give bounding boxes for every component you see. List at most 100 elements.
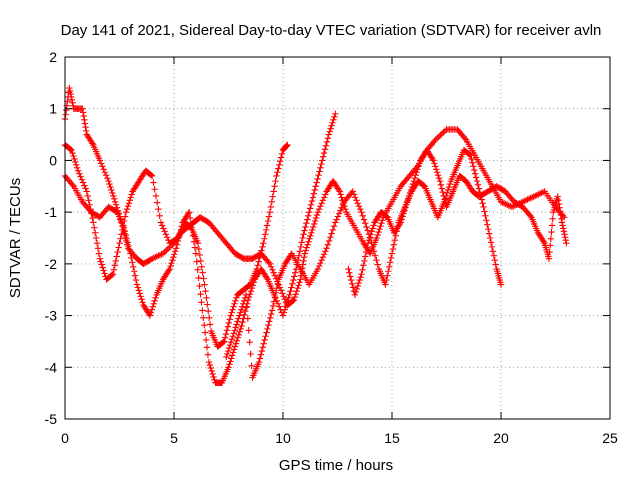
data-point (113, 253, 120, 260)
data-point (115, 244, 122, 251)
data-point (439, 188, 446, 196)
data-point (359, 212, 366, 220)
x-tick-label: 5 (170, 430, 178, 446)
data-point (157, 219, 165, 226)
data-point (336, 188, 343, 195)
data-point (310, 223, 317, 231)
data-point (82, 185, 89, 192)
data-point (415, 163, 422, 170)
data-point (248, 285, 256, 292)
data-point (466, 151, 473, 158)
data-point (135, 287, 143, 294)
data-point (224, 350, 231, 358)
data-point (350, 191, 358, 198)
data-point (554, 193, 561, 200)
data-point (139, 299, 146, 306)
data-point (223, 353, 230, 361)
data-point (385, 263, 393, 271)
data-point (93, 239, 101, 247)
data-point (299, 234, 306, 242)
data-point (305, 212, 312, 220)
data-point (111, 195, 118, 203)
data-point (323, 138, 331, 146)
data-point (320, 149, 328, 157)
data-point (229, 306, 236, 313)
y-tick-label: -3 (45, 308, 58, 324)
data-point (91, 224, 98, 231)
data-point (315, 262, 323, 270)
data-point (318, 256, 325, 264)
data-point (384, 272, 391, 279)
data-point (71, 155, 78, 163)
data-point (288, 284, 295, 291)
data-point (373, 256, 380, 264)
data-point (274, 169, 281, 176)
data-point (245, 327, 252, 334)
data-point (63, 106, 70, 114)
data-point (258, 247, 265, 254)
data-point (80, 112, 87, 120)
data-point (345, 265, 352, 273)
data-point (260, 239, 267, 247)
data-point (221, 334, 229, 341)
data-point (170, 254, 177, 261)
data-point (324, 135, 332, 142)
data-point (313, 211, 321, 219)
data-point (92, 234, 100, 242)
data-point (226, 361, 233, 368)
data-point (77, 173, 84, 180)
data-point (100, 267, 107, 274)
data-point (502, 200, 509, 208)
data-point (79, 105, 86, 112)
data-point (149, 303, 157, 310)
data-point (319, 254, 327, 261)
data-point (348, 276, 355, 284)
data-point (275, 165, 282, 172)
data-point (257, 251, 264, 258)
data-point (98, 261, 105, 268)
data-point (369, 243, 376, 251)
data-point (324, 241, 332, 248)
data-point (497, 198, 505, 205)
data-point (246, 290, 254, 298)
data-point (153, 199, 161, 206)
data-point (114, 248, 121, 256)
data-point (241, 294, 249, 302)
data-point (374, 231, 381, 239)
data-point (229, 349, 237, 356)
data-point (266, 318, 273, 325)
data-point (284, 141, 291, 149)
data-point (283, 300, 290, 307)
data-point (416, 160, 423, 167)
data-point (268, 307, 276, 314)
data-point (561, 234, 569, 241)
data-point (310, 220, 318, 228)
data-point (373, 234, 380, 242)
data-point (290, 296, 298, 304)
data-point (108, 186, 115, 194)
data-point (225, 364, 232, 371)
data-point (238, 322, 245, 330)
data-point (411, 174, 418, 182)
data-point (123, 235, 130, 242)
data-point (546, 248, 553, 256)
data-point (382, 281, 389, 288)
data-point (104, 174, 111, 182)
data-point (125, 200, 133, 207)
data-point (236, 312, 243, 319)
data-point (159, 250, 167, 257)
data-point (267, 310, 275, 318)
data-point (220, 338, 228, 345)
data-point (161, 228, 168, 235)
data-point (347, 273, 354, 280)
data-point (99, 264, 106, 271)
data-point (469, 159, 476, 166)
data-point (110, 192, 117, 200)
data-point (107, 183, 114, 191)
data-point (473, 177, 481, 185)
data-point (328, 122, 335, 129)
data-point (269, 193, 276, 200)
data-point (246, 338, 253, 346)
data-point (207, 364, 214, 372)
data-point (131, 272, 139, 279)
